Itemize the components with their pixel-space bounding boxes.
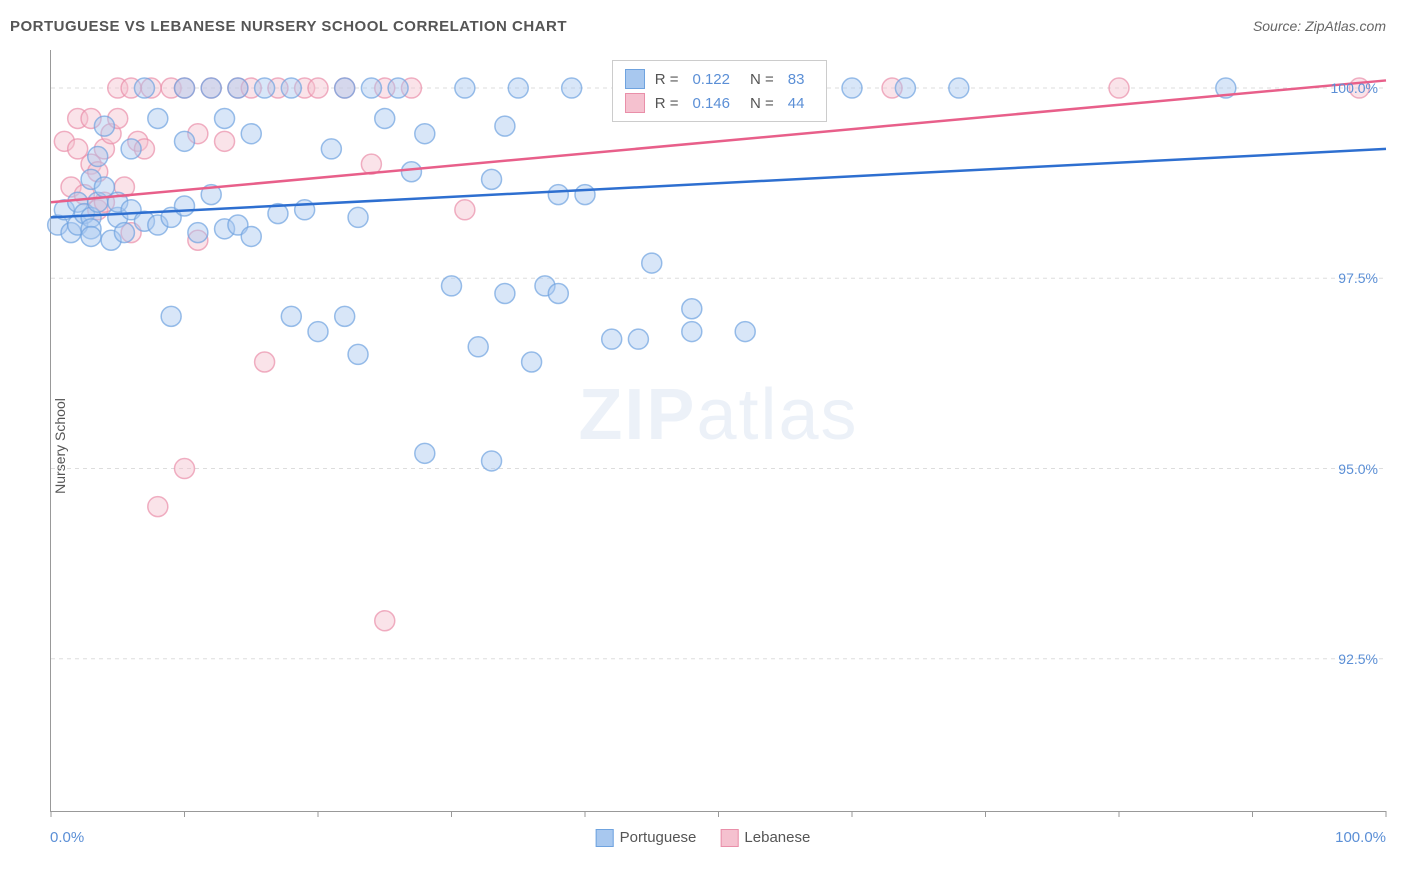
n-label-1: N = (750, 71, 774, 88)
y-tick-label: 100.0% (1331, 80, 1378, 96)
legend-label-1: Portuguese (620, 829, 697, 846)
n-label-2: N = (750, 95, 774, 112)
stats-swatch-1 (625, 69, 645, 89)
x-min-label: 0.0% (50, 829, 84, 846)
legend-item-1: Portuguese (596, 829, 697, 847)
n-value-2: 44 (788, 95, 805, 112)
y-tick-label: 97.5% (1338, 270, 1378, 286)
r-label-2: R = (655, 95, 679, 112)
chart-container: PORTUGUESE VS LEBANESE NURSERY SCHOOL CO… (0, 0, 1406, 892)
r-value-1: 0.122 (692, 71, 730, 88)
x-max-label: 100.0% (1335, 829, 1386, 846)
legend-swatch-1 (596, 829, 614, 847)
source-label: Source: ZipAtlas.com (1253, 18, 1386, 34)
n-value-1: 83 (788, 71, 805, 88)
legend-label-2: Lebanese (744, 829, 810, 846)
y-tick-label: 95.0% (1338, 461, 1378, 477)
stats-box: R = 0.122 N = 83 R = 0.146 N = 44 (612, 60, 828, 122)
chart-title: PORTUGUESE VS LEBANESE NURSERY SCHOOL CO… (10, 18, 567, 35)
r-value-2: 0.146 (692, 95, 730, 112)
stats-swatch-2 (625, 93, 645, 113)
stats-row-2: R = 0.146 N = 44 (625, 91, 815, 115)
legend-item-2: Lebanese (720, 829, 810, 847)
legend-bottom: Portuguese Lebanese (596, 829, 811, 847)
y-tick-label: 92.5% (1338, 651, 1378, 667)
r-label-1: R = (655, 71, 679, 88)
legend-swatch-2 (720, 829, 738, 847)
stats-row-1: R = 0.122 N = 83 (625, 67, 815, 91)
plot-area: ZIPatlas R = 0.122 N = 83 R = 0.146 N = … (50, 50, 1386, 812)
scatter-svg (51, 50, 1386, 811)
